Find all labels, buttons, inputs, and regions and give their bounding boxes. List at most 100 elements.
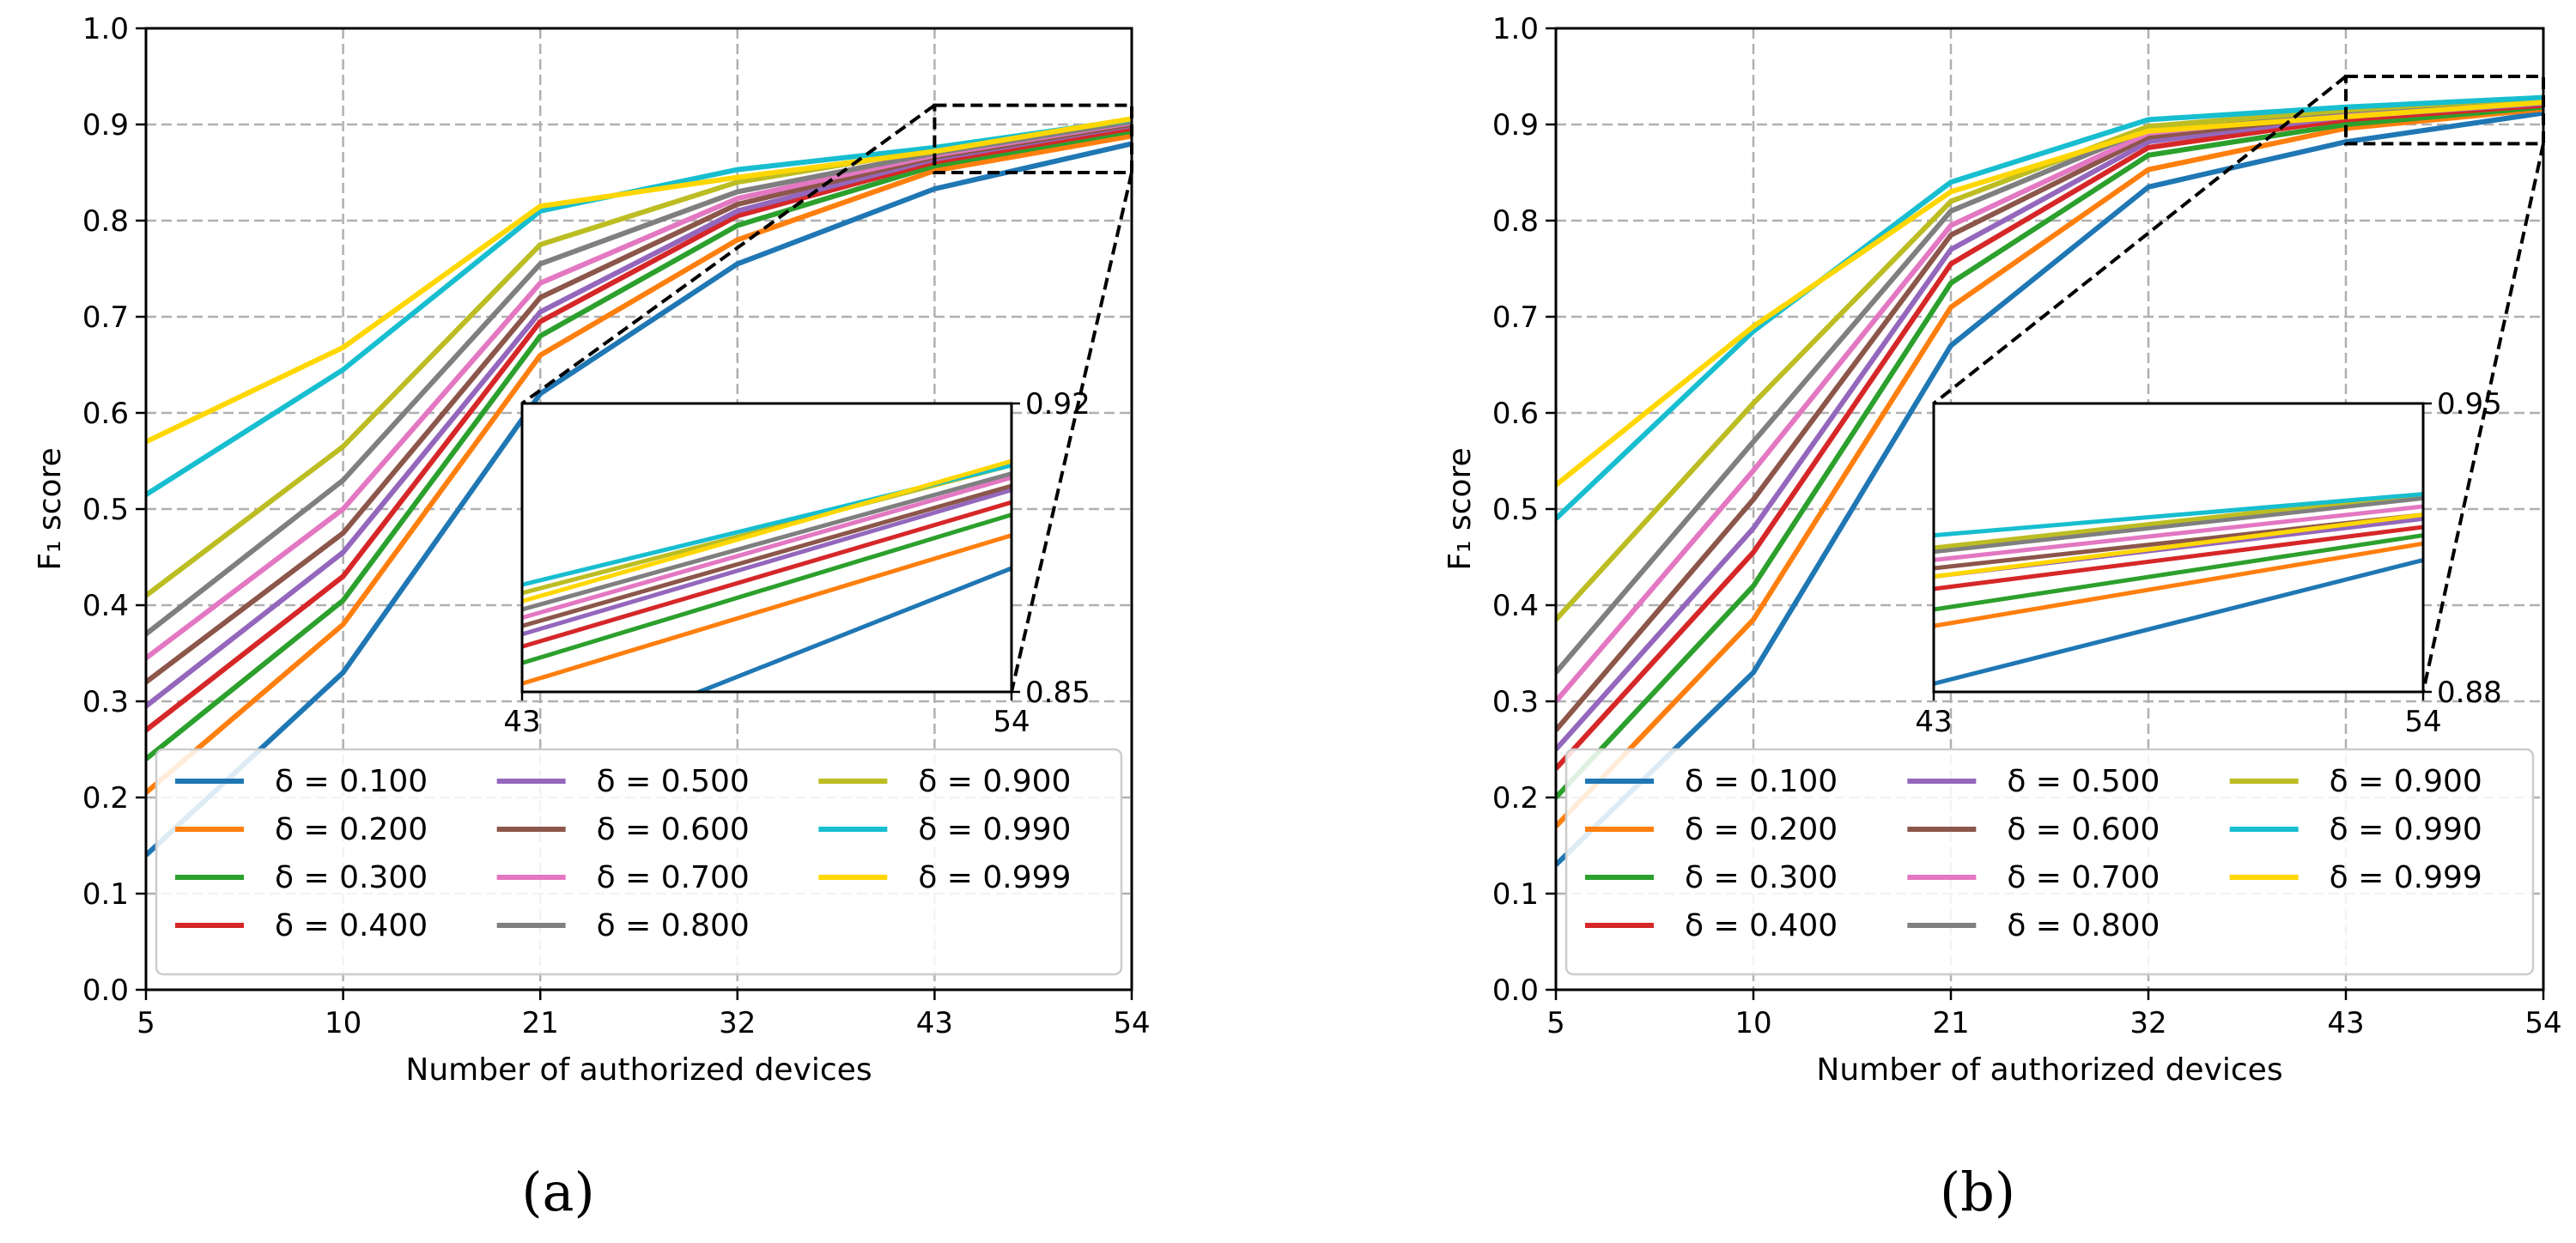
legend-label: δ = 0.100 <box>275 764 428 799</box>
legend-item-10: δ = 0.990 <box>818 812 1071 847</box>
y-tick-label: 0.9 <box>82 108 129 142</box>
panel-label-b: (b) <box>1940 1161 2015 1223</box>
y-tick-label: 0.7 <box>82 300 129 335</box>
series-line-11 <box>1556 100 2543 488</box>
legend-box <box>1564 748 2535 976</box>
legend-item-4: δ = 0.400 <box>175 908 428 943</box>
legend-label: δ = 0.900 <box>918 764 1071 799</box>
inset-y-tick-label: 0.92 <box>1025 387 1091 421</box>
legend-label: δ = 0.300 <box>1685 860 1838 895</box>
legend-item-5: δ = 0.500 <box>1907 764 2160 799</box>
x-tick-label: 32 <box>2129 1006 2166 1040</box>
x-tick-label: 5 <box>137 1006 155 1040</box>
inset-series-line-11 <box>522 458 1012 603</box>
y-tick-label: 0.1 <box>82 877 129 912</box>
legend-item-11: δ = 0.999 <box>2229 860 2482 895</box>
legend-item-1: δ = 0.100 <box>175 764 428 799</box>
inset-x-tick-label: 54 <box>993 705 1030 739</box>
y-tick-label: 0.8 <box>82 204 129 239</box>
inset-y-tick-label: 0.85 <box>1025 676 1091 710</box>
y-tick-label: 0.6 <box>82 397 129 431</box>
y-axis-title: F₁ score <box>1443 447 1478 570</box>
y-tick-label: 0.6 <box>1492 397 1539 431</box>
y-tick-label: 1.0 <box>1492 12 1539 46</box>
series-line-11 <box>146 116 1132 445</box>
x-tick-label: 5 <box>1546 1006 1565 1040</box>
legend: δ = 0.100 δ = 0.200 δ = 0.300 δ = 0.400 δ = … <box>1564 748 2535 976</box>
series-line-4 <box>146 125 1132 732</box>
y-axis-title: F₁ score <box>33 447 68 570</box>
inset-frame <box>1932 402 2425 694</box>
y-tick-label: 0.4 <box>82 589 129 623</box>
y-tick-label: 1.0 <box>82 12 129 46</box>
series-lines <box>146 116 1132 858</box>
zoom-connector-line <box>1932 75 2348 405</box>
chart-panel-b: 5 10 21 32 43 54 0.0 0.1 0.2 0.3 0.4 0.5 0.6 0.7 0.8 0.… <box>1443 12 2562 1088</box>
legend-item-10: δ = 0.990 <box>2229 812 2482 847</box>
legend-item-3: δ = 0.300 <box>1585 860 1838 895</box>
legend-item-6: δ = 0.600 <box>496 812 750 847</box>
inset-series-line-8 <box>1934 495 2423 555</box>
series-line-3 <box>1556 104 2543 800</box>
x-tick-label: 43 <box>2327 1006 2364 1040</box>
legend-label: δ = 0.700 <box>2007 860 2160 895</box>
zoom-region-box <box>933 103 1134 174</box>
x-tick-label: 54 <box>1113 1006 1150 1040</box>
x-tick-label: 10 <box>325 1006 361 1040</box>
inset-plot: 43 540.88 0.95 <box>1915 387 2501 739</box>
legend-label: δ = 0.400 <box>275 908 428 943</box>
series-line-3 <box>146 128 1132 761</box>
inset-series-line-3 <box>1934 533 2423 612</box>
inset-series-line-1 <box>1934 557 2423 686</box>
inset-y-tick-label: 0.88 <box>2437 676 2502 710</box>
series-line-1 <box>146 141 1132 858</box>
legend-item-3: δ = 0.300 <box>175 860 428 895</box>
legend-item-7: δ = 0.700 <box>1907 860 2160 895</box>
inset-series-lines <box>522 458 1012 692</box>
inset-series-line-2 <box>1934 541 2423 628</box>
series-line-1 <box>1556 110 2543 867</box>
legend-label: δ = 0.500 <box>2007 764 2160 799</box>
inset-series-line-5 <box>522 488 1012 637</box>
legend-label: δ = 0.990 <box>918 812 1071 847</box>
legend-item-9: δ = 0.900 <box>2229 764 2482 799</box>
series-line-10 <box>1556 94 2543 521</box>
y-tick-label: 0.0 <box>1492 973 1539 1008</box>
y-tick-label: 0.9 <box>1492 108 1539 142</box>
inset-y-tick-label: 0.95 <box>2437 387 2502 421</box>
inset-frame <box>520 402 1013 694</box>
inset-x-tick-label: 43 <box>503 705 540 739</box>
series-line-4 <box>1556 102 2543 771</box>
legend-item-9: δ = 0.900 <box>818 764 1071 799</box>
zoom-region-box <box>2344 75 2545 146</box>
legend-label: δ = 0.600 <box>2007 812 2160 847</box>
x-axis-title: Number of authorized devices <box>1816 1052 2282 1088</box>
series-line-2 <box>146 133 1132 795</box>
inset-series-line-7 <box>1934 504 2423 562</box>
y-tick-label: 0.3 <box>1492 685 1539 719</box>
y-tick-label: 0.3 <box>82 685 129 719</box>
legend-label: δ = 0.600 <box>597 812 750 847</box>
legend-item-4: δ = 0.400 <box>1585 908 1838 943</box>
legend-box <box>155 748 1123 976</box>
legend-label: δ = 0.800 <box>2007 908 2160 943</box>
legend-label: δ = 0.900 <box>2330 764 2482 799</box>
legend-item-8: δ = 0.800 <box>1907 908 2160 943</box>
legend-item-8: δ = 0.800 <box>496 908 750 943</box>
chart-panel-a: 5 10 21 32 43 54 0.0 0.1 0.2 0.3 0.4 0.5 0.6 0.7 0.8 0.… <box>33 12 1151 1088</box>
legend-label: δ = 0.300 <box>275 860 428 895</box>
y-tick-label: 0.5 <box>1492 493 1539 527</box>
inset-plot: 43 540.85 0.92 <box>503 387 1091 739</box>
zoom-connector-line <box>1010 172 1133 693</box>
legend-item-6: δ = 0.600 <box>1907 812 2160 847</box>
legend-label: δ = 0.999 <box>2330 860 2482 895</box>
inset-series-line-4 <box>1934 524 2423 591</box>
x-axis-title: Number of authorized devices <box>405 1052 872 1088</box>
inset-x-tick-label: 43 <box>1915 705 1952 739</box>
legend-label: δ = 0.700 <box>597 860 750 895</box>
y-tick-label: 0.7 <box>1492 300 1539 335</box>
legend-item-7: δ = 0.700 <box>496 860 750 895</box>
x-tick-label: 43 <box>916 1006 953 1040</box>
inset-series-line-11 <box>1934 512 2423 579</box>
inset-series-line-4 <box>522 500 1012 649</box>
